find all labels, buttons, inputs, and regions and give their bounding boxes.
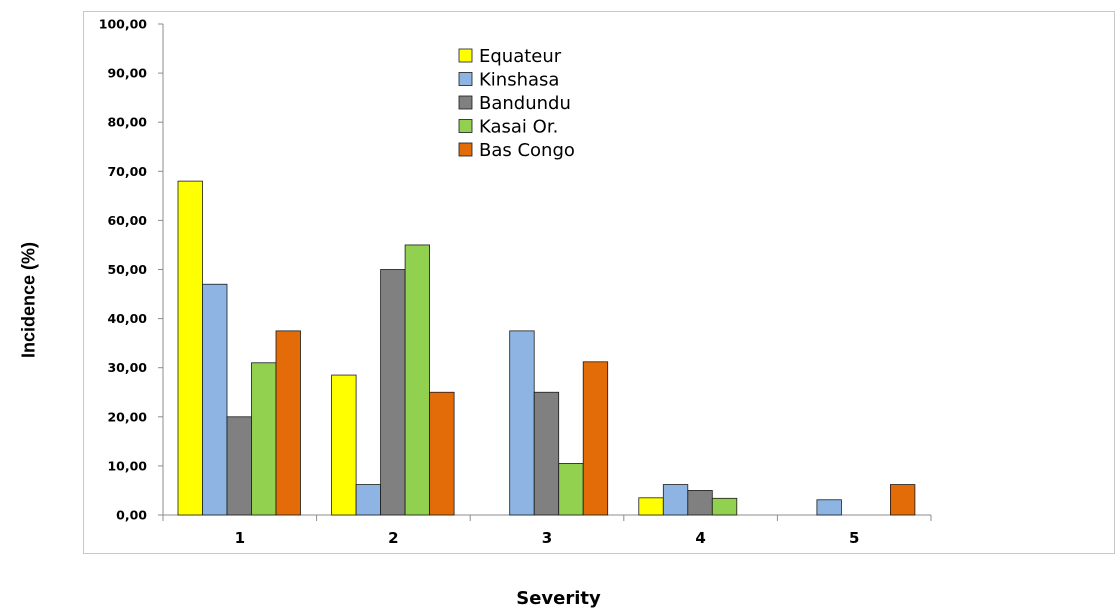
bar [275, 330, 301, 516]
bar [533, 391, 560, 516]
bar [890, 484, 916, 516]
x-tick-label: 2 [388, 529, 398, 547]
bar [429, 391, 455, 516]
legend-label: Bas Congo [479, 140, 575, 161]
bar [177, 180, 203, 516]
y-tick-label: 0,00 [116, 508, 147, 523]
bar [226, 416, 252, 516]
y-tick-label: 60,00 [107, 213, 147, 228]
x-axis-title: Severity [516, 588, 601, 609]
legend-label: Kasai Or. [479, 117, 558, 138]
y-tick-label: 80,00 [107, 115, 147, 130]
y-axis-title: Incidence (%) [18, 241, 39, 359]
bar [638, 497, 664, 516]
bar [355, 484, 382, 516]
legend-swatch [458, 142, 473, 157]
y-tick-label: 20,00 [107, 409, 147, 424]
y-tick-label: 90,00 [107, 66, 147, 81]
bar [662, 484, 689, 516]
bar [558, 463, 584, 516]
y-tick-label: 70,00 [107, 164, 147, 179]
y-tick-label: 30,00 [107, 360, 147, 375]
legend-label: Equateur [479, 46, 562, 67]
x-tick-label: 1 [235, 529, 245, 547]
bar [380, 269, 406, 516]
legend-swatch [458, 48, 473, 63]
y-tick-label: 40,00 [107, 311, 147, 326]
x-tick-label: 3 [542, 529, 552, 547]
bar [331, 374, 357, 516]
x-tick-label: 4 [695, 529, 705, 547]
legend-label: Kinshasa [479, 70, 559, 91]
bar [202, 283, 228, 516]
bar [404, 244, 431, 516]
bar [816, 499, 842, 516]
bar [582, 361, 609, 516]
legend-swatch [458, 72, 473, 86]
y-tick-label: 100,00 [99, 17, 148, 32]
bar [509, 330, 535, 516]
bar [711, 497, 738, 516]
legend-swatch [458, 119, 473, 133]
x-tick-label: 5 [849, 529, 859, 547]
y-tick-label: 50,00 [107, 262, 147, 277]
legend-label: Bandundu [479, 93, 571, 114]
legend-swatch [458, 95, 473, 110]
bar [251, 362, 277, 516]
y-tick-label: 10,00 [107, 458, 147, 473]
bar [687, 490, 713, 516]
